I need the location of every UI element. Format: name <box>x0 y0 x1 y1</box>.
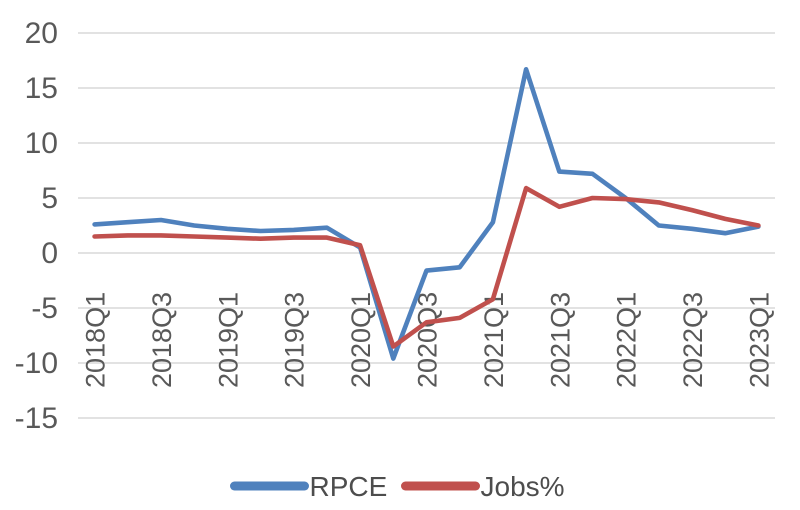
x-axis-tick-label: 2021Q1 <box>479 292 509 388</box>
x-axis-tick-label: 2022Q3 <box>678 292 708 388</box>
y-axis-tick-label: 15 <box>25 72 58 105</box>
y-axis-tick-label: 0 <box>41 237 58 270</box>
series-line-rpce <box>92 67 761 361</box>
x-axis-tick-label: 2020Q3 <box>413 292 443 388</box>
y-axis-tick-label: -10 <box>15 347 58 380</box>
x-axis-tick-label: 2018Q1 <box>81 292 111 388</box>
y-axis-tick-label: 20 <box>25 17 58 50</box>
x-axis-tick-label: 2019Q3 <box>280 292 310 388</box>
legend-label: Jobs% <box>481 471 565 502</box>
y-axis-tick-label: -5 <box>31 292 58 325</box>
y-axis-tick-label: -15 <box>15 402 58 435</box>
x-axis-tick-label: 2021Q3 <box>545 292 575 388</box>
x-axis-tick-label: 2022Q1 <box>612 292 642 388</box>
x-axis-tick-label: 2020Q1 <box>346 292 376 388</box>
series-line-jobs <box>92 185 761 349</box>
x-axis-tick-label: 2023Q1 <box>744 292 774 388</box>
x-axis-tick-label: 2018Q3 <box>147 292 177 388</box>
y-axis-tick-label: 5 <box>41 182 58 215</box>
y-axis-tick-label: 10 <box>25 127 58 160</box>
x-axis-tick-label: 2019Q1 <box>213 292 243 388</box>
legend-label: RPCE <box>310 471 388 502</box>
